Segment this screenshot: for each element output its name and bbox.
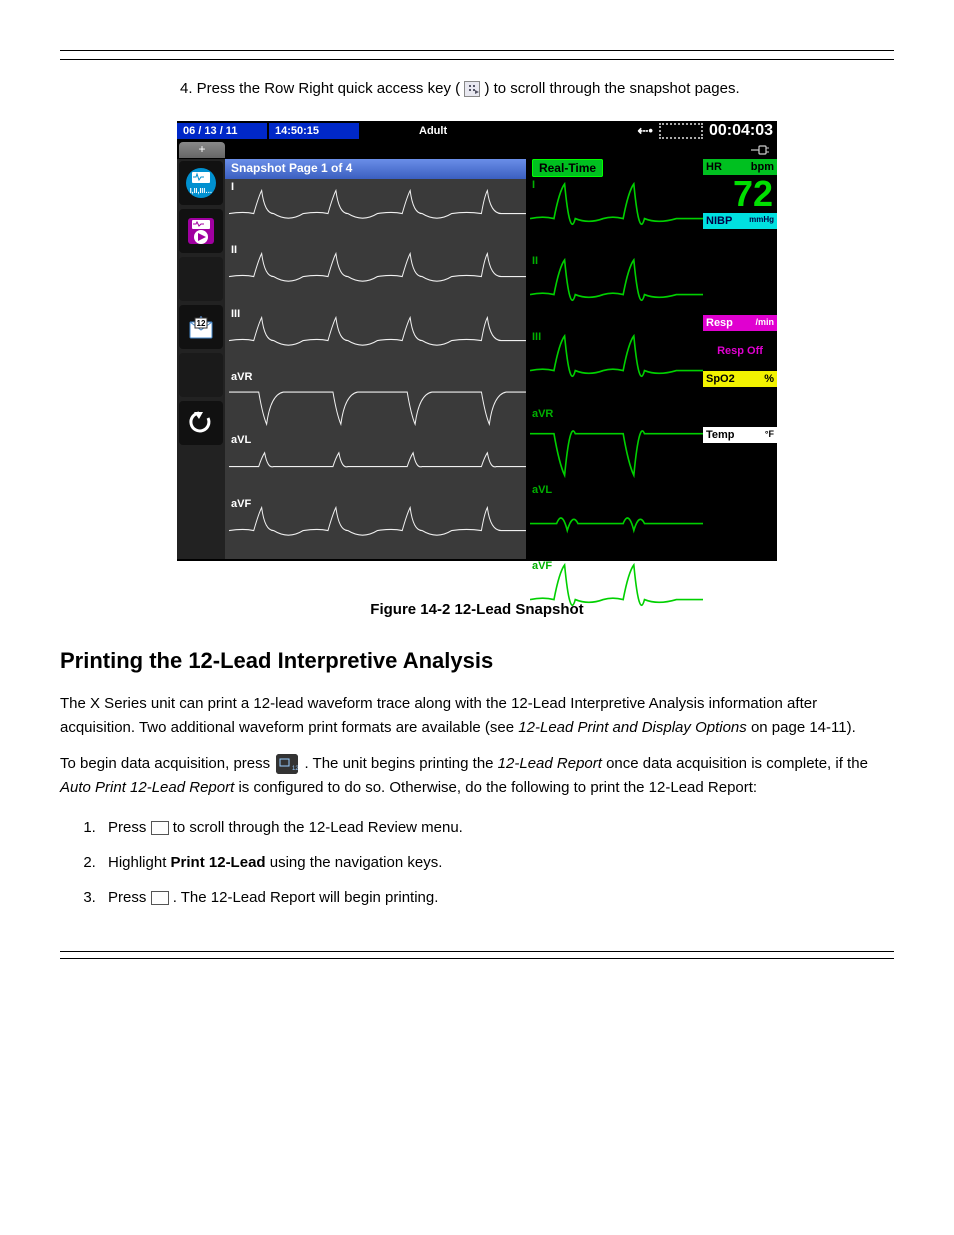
spo2-value-area [703, 387, 777, 427]
top-rule-2 [60, 59, 894, 60]
resp-header: Resp/min [703, 315, 777, 331]
patient-mode: Adult [419, 125, 447, 137]
row-right-icon [464, 81, 480, 97]
steps-list: Press to scroll through the 12-Lead Revi… [100, 814, 894, 911]
snapshot-row: aVL [225, 432, 526, 495]
plug-icon [749, 143, 769, 157]
svg-text:12: 12 [292, 766, 298, 772]
top-rule-1 [60, 50, 894, 51]
main-waveform-area: Snapshot Page 1 of 4 I II III aVR aVL aV… [225, 159, 703, 559]
realtime-header: Real-Time [526, 159, 703, 177]
spo2-header: SpO2% [703, 371, 777, 387]
bottom-rule-1 [60, 951, 894, 952]
snapshot-column: Snapshot Page 1 of 4 I II III aVR aVL aV… [225, 159, 526, 559]
add-tab-button[interactable]: + [179, 142, 225, 158]
snapshot-row: II [225, 242, 526, 305]
acquire-button-icon: 12 [276, 754, 298, 774]
sidebar-next-button[interactable] [179, 209, 223, 253]
left-sidebar: I,II,III… 12 [177, 159, 225, 559]
snapshot-row: I [225, 179, 526, 242]
realtime-column: Real-Time I II III aVR aVL aVF [526, 159, 703, 559]
temp-header: Temp°F [703, 427, 777, 443]
step-2: Highlight Print 12-Lead using the naviga… [100, 849, 894, 876]
key-icon-1 [151, 821, 169, 835]
section-heading: Printing the 12-Lead Interpretive Analys… [60, 648, 894, 674]
temp-value-area [703, 443, 777, 559]
link-print-options[interactable]: 12-Lead Print and Display Options [518, 719, 746, 736]
resp-status: Resp Off [703, 331, 777, 371]
sidebar-empty-1 [179, 257, 223, 301]
instruction-step-4: 4. Press the Row Right quick access key … [180, 80, 894, 97]
realtime-row: II [526, 253, 703, 329]
realtime-row: aVR [526, 406, 703, 482]
svg-text:12: 12 [197, 319, 206, 328]
nibp-value-area [703, 229, 777, 315]
key-icon-2 [151, 891, 169, 905]
bottom-rule-2 [60, 958, 894, 959]
elapsed-timer: 00:04:03 [709, 122, 773, 140]
realtime-row: aVF [526, 558, 703, 634]
sidebar-back-button[interactable] [179, 401, 223, 445]
para-2: To begin data acquisition, press 12 . Th… [60, 752, 894, 800]
right-vitals-panel: HRbpm 72 NIBPmmHg Resp/min Resp Off SpO2… [703, 159, 777, 559]
sidebar-mail-button[interactable]: 12 [179, 305, 223, 349]
realtime-row: III [526, 329, 703, 405]
realtime-row: aVL [526, 482, 703, 558]
time-display: 14:50:15 [269, 123, 359, 139]
step-1: Press to scroll through the 12-Lead Revi… [100, 814, 894, 841]
svg-text:I,II,III…: I,II,III… [190, 188, 213, 195]
figure-caption: Figure 14-2 12-Lead Snapshot [60, 601, 894, 618]
realtime-row: I [526, 177, 703, 253]
snapshot-row: aVR [225, 369, 526, 432]
para-1: The X Series unit can print a 12-lead wa… [60, 692, 894, 740]
snapshot-row: aVF [225, 496, 526, 559]
instruction-suffix: ) to scroll through the snapshot pages. [484, 80, 739, 97]
nibp-header: NIBPmmHg [703, 213, 777, 229]
monitor-body: I,II,III… 12 Snapshot Page 1 of 4 I II I… [177, 159, 777, 559]
date-display: 06 / 13 / 11 [177, 123, 267, 139]
monitor-screenshot: 06 / 13 / 11 14:50:15 Adult ⇠• 00:04:03 … [177, 121, 777, 561]
hr-value: 72 [703, 175, 777, 213]
usb-icon: ⇠• [638, 123, 653, 139]
monitor-row2: + [177, 141, 777, 159]
instruction-prefix: 4. Press the Row Right quick access key … [180, 80, 460, 97]
battery-icon [659, 123, 703, 139]
step-3: Press . The 12-Lead Report will begin pr… [100, 884, 894, 911]
sidebar-leads-button[interactable]: I,II,III… [179, 161, 223, 205]
snapshot-header: Snapshot Page 1 of 4 [225, 159, 526, 179]
sidebar-empty-2 [179, 353, 223, 397]
monitor-topbar: 06 / 13 / 11 14:50:15 Adult ⇠• 00:04:03 [177, 121, 777, 141]
snapshot-row: III [225, 306, 526, 369]
